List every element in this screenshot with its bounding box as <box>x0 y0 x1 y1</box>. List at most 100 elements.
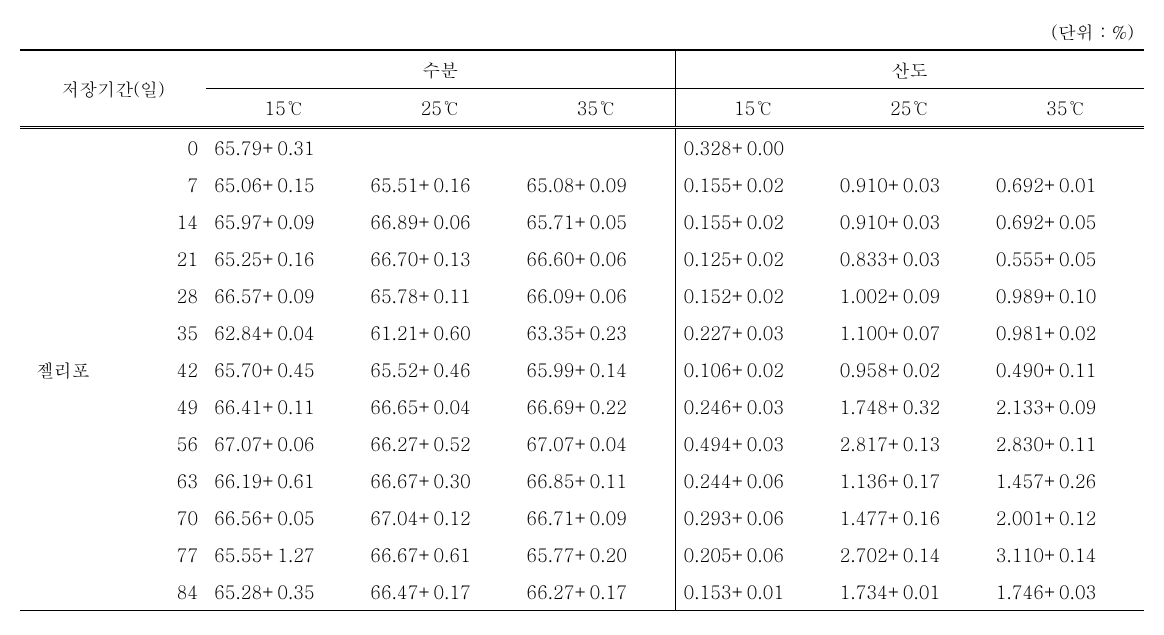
cell-m35 <box>518 128 675 167</box>
cell-a25: 1.748+0.32 <box>832 388 988 425</box>
cell-m15: 67.07+0.06 <box>206 425 362 462</box>
header-a35: 35℃ <box>988 89 1144 128</box>
cell-m35: 63.35+0.23 <box>518 314 675 351</box>
table-row: 8465.28+0.3566.47+0.1766.27+0.170.153+0.… <box>20 573 1144 611</box>
cell-day: 7 <box>105 166 206 203</box>
cell-a35: 0.981+0.02 <box>988 314 1144 351</box>
cell-m15: 65.55+1.27 <box>206 536 362 573</box>
cell-day: 14 <box>105 203 206 240</box>
cell-a15: 0.293+0.06 <box>675 499 832 536</box>
cell-m15: 62.84+0.04 <box>206 314 362 351</box>
cell-m15: 65.70+0.45 <box>206 351 362 388</box>
cell-m35: 66.60+0.06 <box>518 240 675 277</box>
cell-a25: 0.910+0.03 <box>832 166 988 203</box>
cell-day: 77 <box>105 536 206 573</box>
cell-day: 0 <box>105 128 206 167</box>
cell-day: 21 <box>105 240 206 277</box>
cell-m15: 66.19+0.61 <box>206 462 362 499</box>
header-m35: 35℃ <box>518 89 675 128</box>
row-group-spacer-bottom <box>20 388 105 611</box>
cell-a15: 0.125+0.02 <box>675 240 832 277</box>
cell-m25: 66.65+0.04 <box>362 388 518 425</box>
header-m15: 15℃ <box>206 89 362 128</box>
cell-m15: 65.79+0.31 <box>206 128 362 167</box>
cell-a25: 1.136+0.17 <box>832 462 988 499</box>
cell-day: 70 <box>105 499 206 536</box>
cell-a15: 0.246+0.03 <box>675 388 832 425</box>
cell-day: 63 <box>105 462 206 499</box>
table-body: 065.79+0.31 0.328+0.00765.06+0.1565.51+0.… <box>20 128 1144 611</box>
table-row: 765.06+0.1565.51+0.1665.08+0.090.155+0.0… <box>20 166 1144 203</box>
table-row: 7765.55+1.2766.67+0.6165.77+0.200.205+0.… <box>20 536 1144 573</box>
table-row: 젤리포4265.70+0.4565.52+0.4665.99+0.140.106… <box>20 351 1144 388</box>
cell-m35: 66.27+0.17 <box>518 573 675 611</box>
cell-m25: 65.78+0.11 <box>362 277 518 314</box>
cell-m35: 65.08+0.09 <box>518 166 675 203</box>
cell-m25: 66.67+0.61 <box>362 536 518 573</box>
table-row: 1465.97+0.0966.89+0.0665.71+0.050.155+0.… <box>20 203 1144 240</box>
header-period: 저장기간(일) <box>20 50 206 128</box>
table-row: 4966.41+0.1166.65+0.0466.69+0.220.246+0.… <box>20 388 1144 425</box>
cell-a25: 1.100+0.07 <box>832 314 988 351</box>
cell-m15: 66.57+0.09 <box>206 277 362 314</box>
unit-label: (단위 : %) <box>20 20 1144 45</box>
cell-m35: 66.85+0.11 <box>518 462 675 499</box>
cell-a35: 2.830+0.11 <box>988 425 1144 462</box>
cell-m35: 65.77+0.20 <box>518 536 675 573</box>
cell-m35: 66.09+0.06 <box>518 277 675 314</box>
cell-a25: 0.910+0.03 <box>832 203 988 240</box>
cell-a35: 3.110+0.14 <box>988 536 1144 573</box>
cell-a25: 0.833+0.03 <box>832 240 988 277</box>
cell-a35 <box>988 128 1144 167</box>
cell-a15: 0.155+0.02 <box>675 203 832 240</box>
cell-a15: 0.106+0.02 <box>675 351 832 388</box>
cell-a15: 0.153+0.01 <box>675 573 832 611</box>
header-moisture: 수분 <box>206 50 675 89</box>
row-group-spacer-top <box>20 128 105 352</box>
cell-day: 56 <box>105 425 206 462</box>
cell-m25: 66.89+0.06 <box>362 203 518 240</box>
cell-a15: 0.494+0.03 <box>675 425 832 462</box>
header-a15: 15℃ <box>675 89 832 128</box>
cell-a35: 0.692+0.01 <box>988 166 1144 203</box>
cell-a35: 2.133+0.09 <box>988 388 1144 425</box>
table-row: 7066.56+0.0567.04+0.1266.71+0.090.293+0.… <box>20 499 1144 536</box>
table-row: 065.79+0.31 0.328+0.00 <box>20 128 1144 167</box>
cell-a25: 2.817+0.13 <box>832 425 988 462</box>
cell-a15: 0.328+0.00 <box>675 128 832 167</box>
cell-m25: 66.67+0.30 <box>362 462 518 499</box>
cell-a25: 2.702+0.14 <box>832 536 988 573</box>
cell-a35: 2.001+0.12 <box>988 499 1144 536</box>
cell-m35: 65.71+0.05 <box>518 203 675 240</box>
cell-m25: 66.27+0.52 <box>362 425 518 462</box>
cell-a25 <box>832 128 988 167</box>
table-head: 저장기간(일) 수분 산도 15℃ 25℃ 35℃ 15℃ 25℃ 35℃ <box>20 50 1144 128</box>
cell-day: 28 <box>105 277 206 314</box>
cell-m35: 67.07+0.04 <box>518 425 675 462</box>
cell-m15: 66.41+0.11 <box>206 388 362 425</box>
cell-m35: 66.69+0.22 <box>518 388 675 425</box>
cell-m25: 67.04+0.12 <box>362 499 518 536</box>
table-row: 3562.84+0.0461.21+0.6063.35+0.230.227+0.… <box>20 314 1144 351</box>
cell-day: 35 <box>105 314 206 351</box>
header-acidity: 산도 <box>675 50 1144 89</box>
cell-a15: 0.244+0.06 <box>675 462 832 499</box>
cell-a15: 0.155+0.02 <box>675 166 832 203</box>
cell-a15: 0.205+0.06 <box>675 536 832 573</box>
table-row: 2866.57+0.0965.78+0.1166.09+0.060.152+0.… <box>20 277 1144 314</box>
cell-day: 84 <box>105 573 206 611</box>
cell-a35: 0.989+0.10 <box>988 277 1144 314</box>
cell-a25: 0.958+0.02 <box>832 351 988 388</box>
cell-m15: 65.97+0.09 <box>206 203 362 240</box>
row-group-label: 젤리포 <box>20 351 105 388</box>
cell-a15: 0.227+0.03 <box>675 314 832 351</box>
header-m25: 25℃ <box>362 89 518 128</box>
cell-a35: 0.692+0.05 <box>988 203 1144 240</box>
table-container: (단위 : %) 저장기간(일) 수분 산도 15℃ 25℃ 35℃ 15℃ 2… <box>20 20 1144 611</box>
cell-day: 49 <box>105 388 206 425</box>
cell-m25: 66.70+0.13 <box>362 240 518 277</box>
data-table: 저장기간(일) 수분 산도 15℃ 25℃ 35℃ 15℃ 25℃ 35℃ 06… <box>20 49 1144 611</box>
cell-a25: 1.002+0.09 <box>832 277 988 314</box>
cell-a35: 0.555+0.05 <box>988 240 1144 277</box>
cell-m15: 65.06+0.15 <box>206 166 362 203</box>
